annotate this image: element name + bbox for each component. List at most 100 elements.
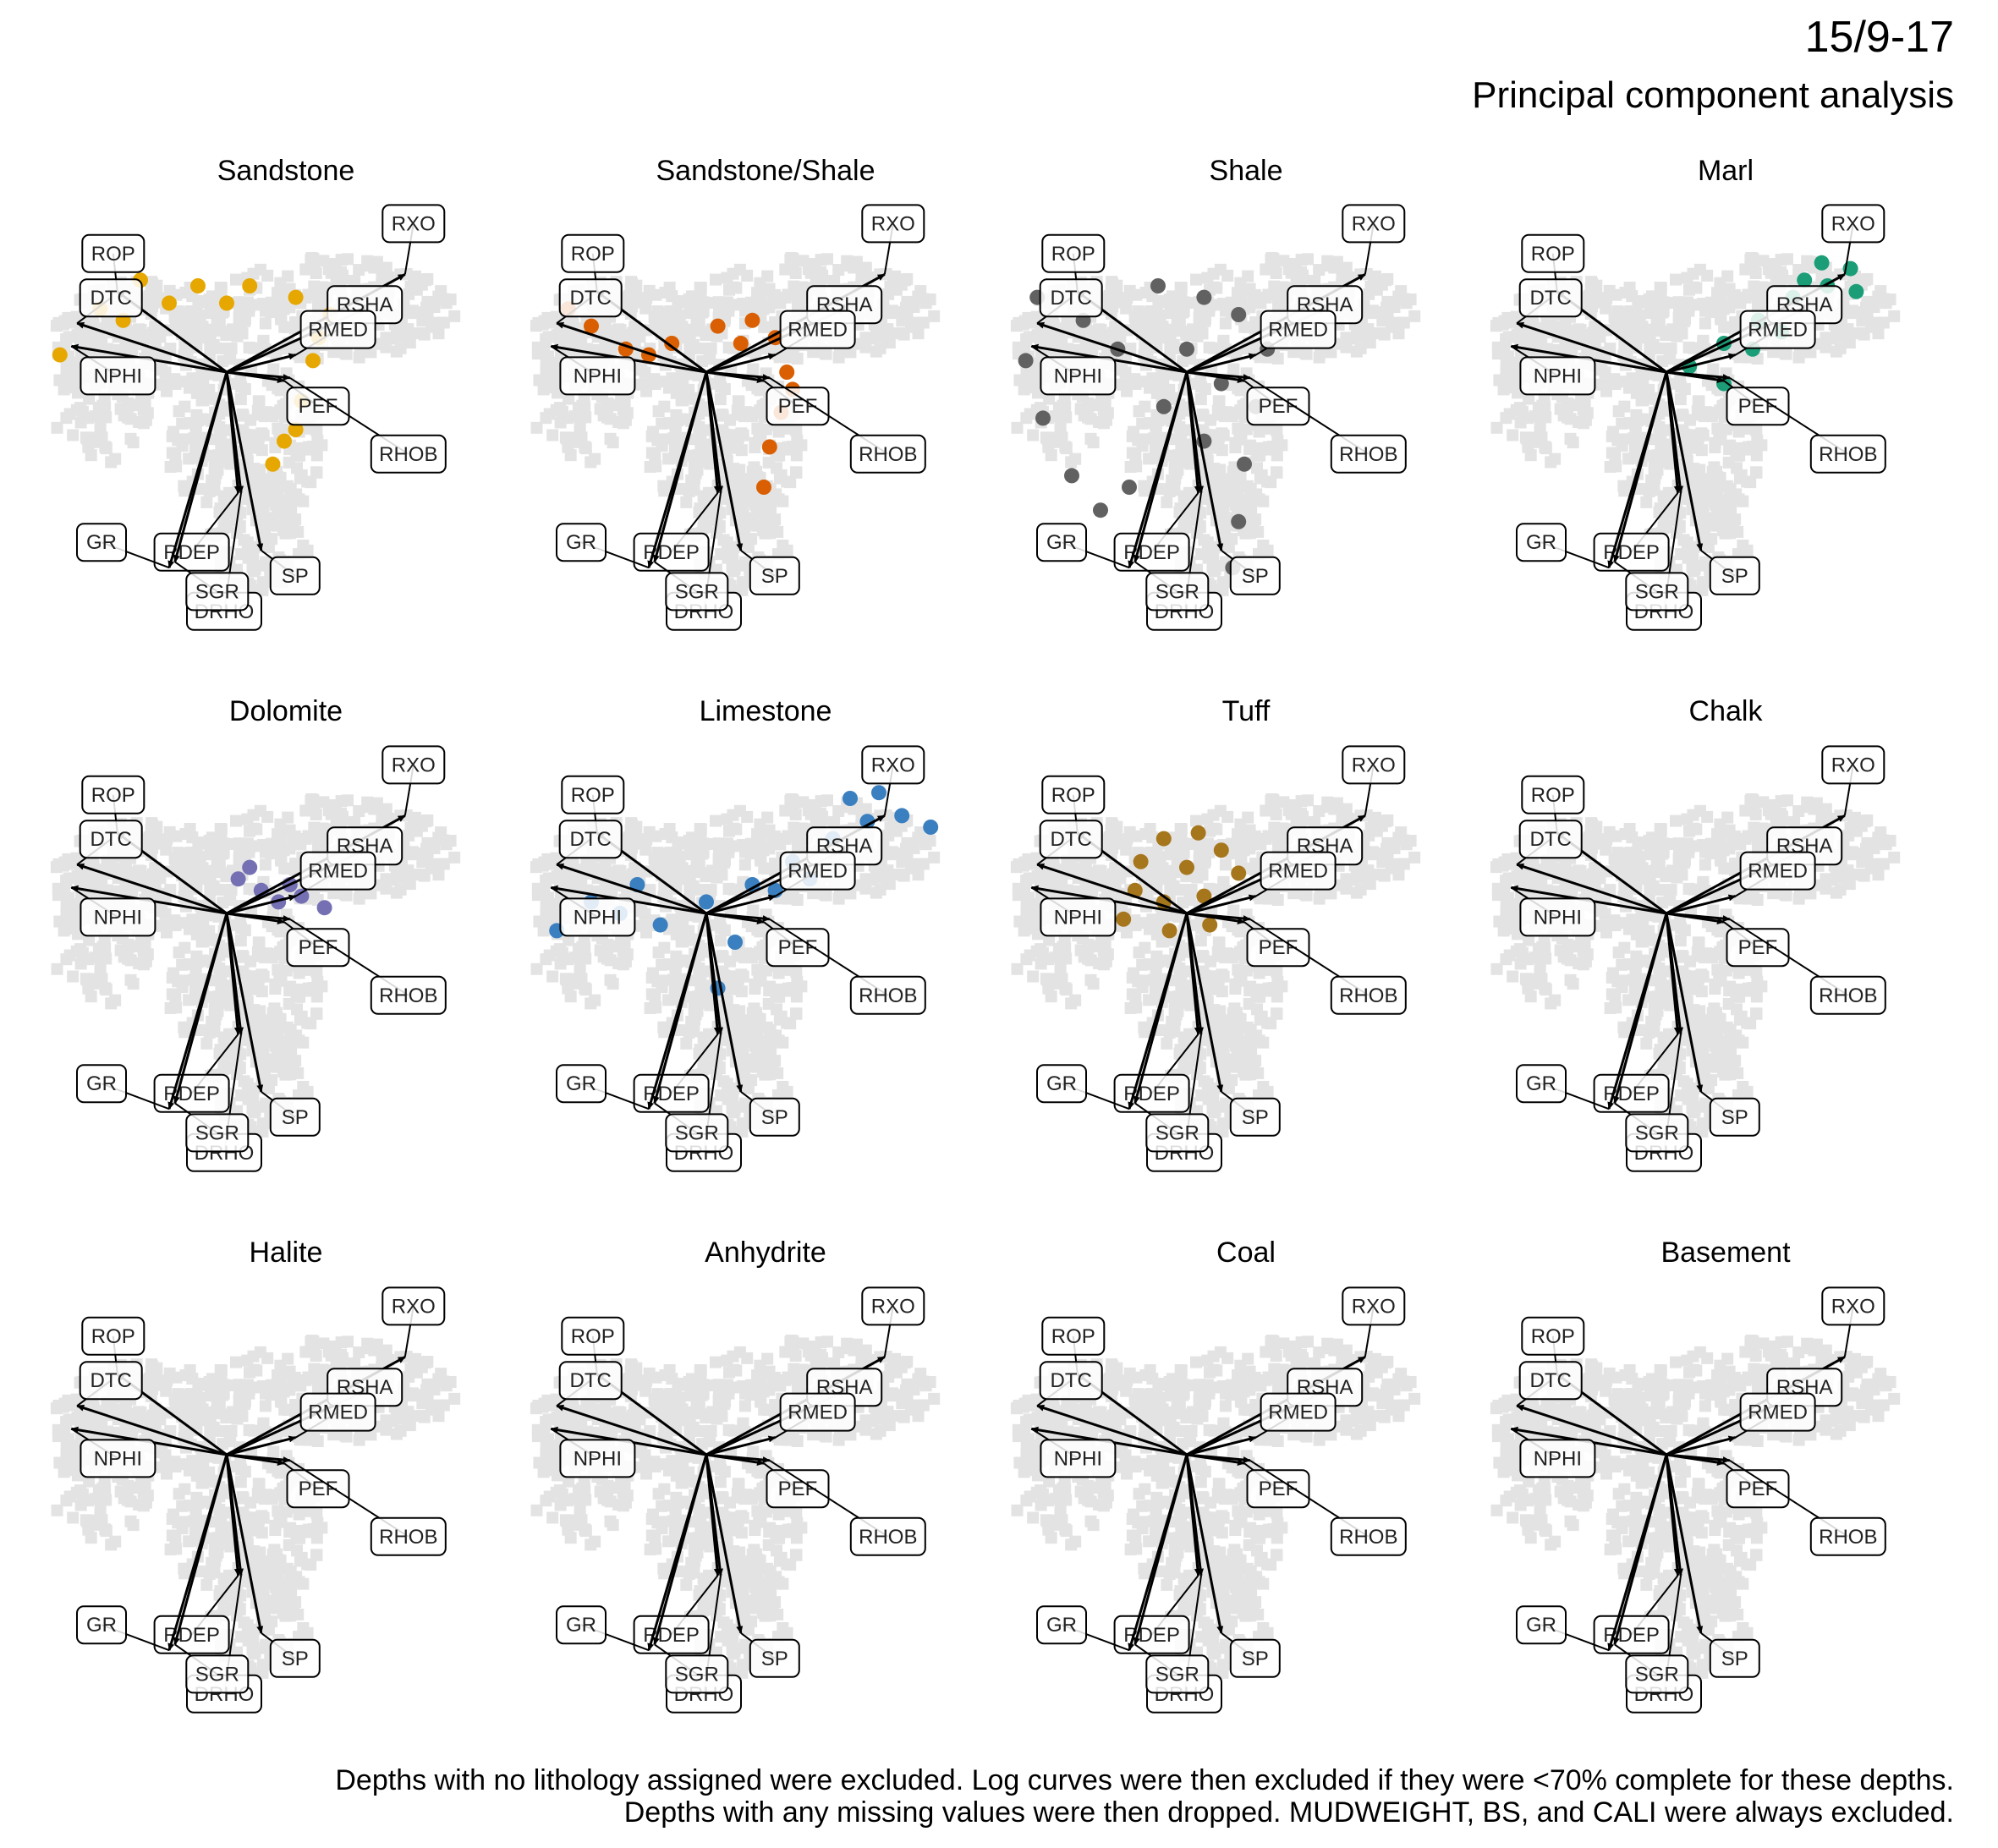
loading-label-rhob: RHOB — [859, 443, 917, 466]
cloud-cell — [410, 306, 423, 319]
cloud-cell — [326, 258, 338, 270]
cloud-cell — [1041, 433, 1054, 446]
cloud-cell — [58, 924, 70, 937]
cloud-cell — [194, 850, 206, 863]
cloud-cell — [156, 364, 168, 376]
cloud-cell — [250, 441, 262, 454]
loading-label-rhob: RHOB — [1339, 443, 1397, 466]
cloud-cell — [895, 278, 908, 291]
cloud-cell — [1688, 342, 1700, 354]
cloud-cell — [1617, 480, 1630, 492]
cloud-cell — [1507, 429, 1519, 441]
cloud-cell — [750, 502, 763, 514]
cloud-cell — [1144, 417, 1156, 430]
cloud-cell — [643, 284, 656, 297]
loading-label-rxo: RXO — [871, 212, 915, 235]
cloud-cell — [1500, 333, 1512, 346]
cloud-cell — [316, 281, 329, 293]
cloud-cell — [549, 379, 562, 392]
cloud-cell — [1880, 297, 1892, 310]
data-point — [305, 353, 321, 369]
cloud-cell — [832, 351, 845, 364]
cloud-cell — [1257, 540, 1270, 551]
cloud-cell — [118, 409, 130, 422]
cloud-cell — [266, 480, 279, 493]
loading-label-rmed: RMED — [1748, 319, 1808, 342]
cloud-cell — [51, 421, 63, 434]
cloud-cell — [221, 520, 233, 533]
cloud-cell — [537, 383, 550, 396]
cloud-cell — [415, 820, 428, 832]
data-point — [744, 312, 760, 328]
cloud-cell — [905, 321, 917, 333]
cloud-cell — [176, 848, 189, 861]
cloud-cell — [195, 431, 207, 444]
cloud-cell — [1655, 431, 1667, 444]
cloud-cell — [1138, 480, 1150, 492]
cloud-cell — [663, 417, 676, 430]
cloud-cell — [1208, 281, 1221, 293]
cloud-cell — [425, 321, 437, 333]
cloud-cell — [211, 855, 223, 867]
cloud-cell — [649, 449, 661, 462]
cloud-cell — [1564, 432, 1577, 445]
cloud-cell — [440, 297, 453, 310]
cloud-cell — [647, 425, 659, 438]
cloud-cell — [724, 414, 736, 426]
cloud-cell — [255, 947, 268, 960]
cloud-cell — [210, 342, 222, 354]
cloud-cell — [292, 1067, 305, 1079]
cloud-cell — [179, 328, 191, 341]
cloud-cell — [137, 958, 150, 971]
cloud-cell — [1190, 273, 1202, 286]
cloud-cell — [1362, 332, 1375, 345]
cloud-cell — [248, 342, 261, 354]
cloud-cell — [1658, 404, 1671, 417]
cloud-cell — [1684, 414, 1696, 426]
cloud-cell — [859, 261, 872, 274]
cloud-cell — [259, 858, 272, 871]
cloud-cell — [1321, 255, 1334, 267]
cloud-cell — [271, 519, 283, 532]
cloud-cell — [731, 479, 744, 491]
cloud-cell — [1309, 275, 1321, 287]
cloud-cell — [316, 439, 328, 452]
cloud-cell — [1219, 317, 1232, 330]
cloud-cell — [1689, 441, 1702, 454]
cloud-cell — [163, 284, 176, 297]
cloud-cell — [715, 381, 727, 393]
cloud-cell — [258, 1036, 271, 1049]
cloud-cell — [1700, 518, 1713, 531]
cloud-cell — [740, 518, 753, 531]
loading-label-sp: SP — [1721, 565, 1748, 588]
cloud-cell — [390, 866, 403, 879]
cloud-cell — [1600, 302, 1612, 315]
cloud-cell — [1532, 402, 1545, 414]
cloud-cell — [183, 452, 195, 465]
data-point — [1179, 341, 1194, 357]
cloud-cell — [634, 378, 646, 391]
cloud-cell — [1724, 482, 1737, 495]
cloud-cell — [585, 456, 597, 469]
cloud-cell — [1029, 379, 1042, 392]
cloud-cell — [169, 449, 182, 462]
facet-title: Sandstone/Shale — [656, 155, 875, 187]
cloud-cell — [99, 441, 112, 453]
cloud-cell — [1603, 284, 1616, 297]
loading-label-rxo: RXO — [1352, 212, 1396, 235]
data-point — [1035, 410, 1051, 426]
cloud-cell — [257, 970, 270, 983]
cloud-cell — [1148, 374, 1161, 387]
cloud-cell — [1635, 394, 1648, 407]
cloud-cell — [440, 838, 453, 851]
cloud-cell — [67, 970, 80, 983]
cloud-cell — [1607, 425, 1619, 438]
cloud-cell — [184, 958, 196, 971]
loading-label-dtc: DTC — [1530, 287, 1572, 310]
cloud-cell — [779, 291, 792, 304]
cloud-cell — [540, 333, 552, 346]
cloud-cell — [1710, 519, 1723, 532]
cloud-cell — [261, 1060, 273, 1072]
cloud-cell — [597, 409, 610, 422]
cloud-cell — [178, 400, 191, 413]
